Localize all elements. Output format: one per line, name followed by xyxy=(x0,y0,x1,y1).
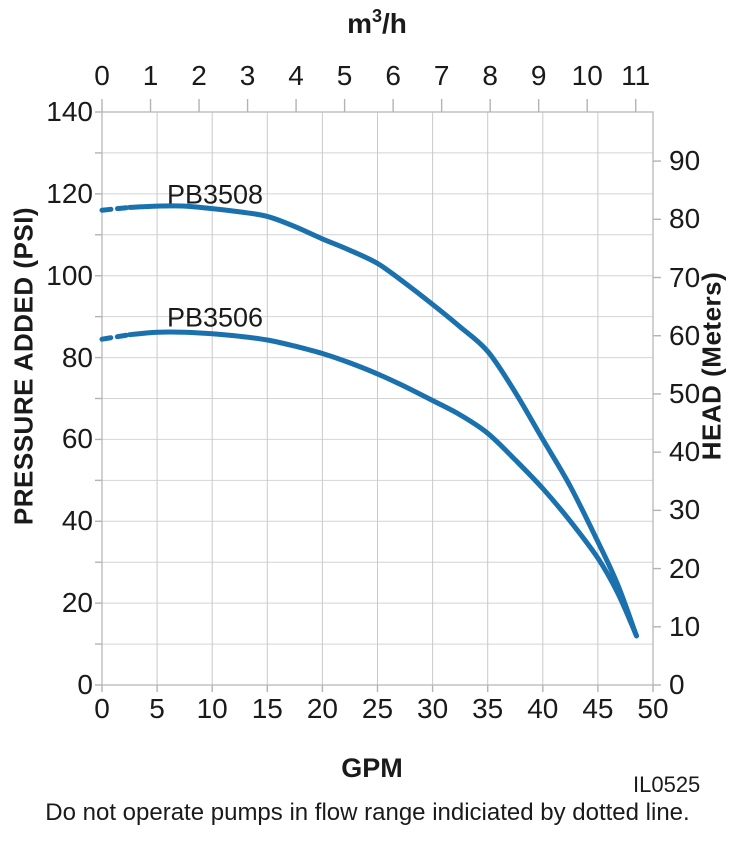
top-tick-label-8: 8 xyxy=(482,60,498,91)
bottom-tick-label-40: 40 xyxy=(527,693,559,724)
top-tick-label-2: 2 xyxy=(191,60,207,91)
right-tick-label-0: 0 xyxy=(669,669,685,700)
left-tick-label-80: 80 xyxy=(61,341,93,373)
top-tick-label-1: 1 xyxy=(142,60,159,91)
top-tick-label-7: 7 xyxy=(433,60,450,91)
left-tick-label-60: 60 xyxy=(61,423,93,455)
figure-id: IL0525 xyxy=(633,772,701,797)
bottom-tick-label-35: 35 xyxy=(472,693,504,724)
top-tick-label-6: 6 xyxy=(385,60,401,91)
bottom-tick-label-50: 50 xyxy=(637,693,669,724)
top-axis-title: m3/h xyxy=(347,6,407,40)
top-axis-title-base: m xyxy=(347,8,372,39)
top-tick-label-4: 4 xyxy=(288,60,304,91)
curve-label-pb3506: PB3506 xyxy=(166,302,264,333)
top-tick-label-11: 11 xyxy=(621,60,651,91)
right-tick-label-20: 20 xyxy=(669,552,701,584)
caption-note: Do not operate pumps in flow range indic… xyxy=(45,799,690,826)
curve-label-pb3508: PB3508 xyxy=(166,179,264,210)
top-axis-title-rest: /h xyxy=(382,8,407,39)
right-tick-label-40: 40 xyxy=(669,436,701,468)
top-tick-label-5: 5 xyxy=(336,60,353,91)
bottom-tick-label-10: 10 xyxy=(196,693,228,724)
bottom-axis-title: GPM xyxy=(341,753,403,783)
right-tick-label-70: 70 xyxy=(669,261,701,293)
left-tick-label-100: 100 xyxy=(46,259,93,291)
bottom-tick-label-5: 5 xyxy=(149,693,165,724)
right-tick-label-80: 80 xyxy=(669,203,701,235)
left-tick-label-140: 140 xyxy=(46,96,93,127)
curve-pb3506-dotted xyxy=(99,332,133,342)
left-axis-title: PRESSURE ADDED (PSI) xyxy=(8,206,39,526)
left-tick-label-40: 40 xyxy=(61,505,93,537)
right-tick-label-90: 90 xyxy=(669,145,701,177)
curve-pb3506 xyxy=(127,329,639,639)
left-tick-label-20: 20 xyxy=(61,587,93,619)
right-tick-label-60: 60 xyxy=(669,319,701,351)
left-tick-label-120: 120 xyxy=(46,177,93,209)
bottom-tick-label-25: 25 xyxy=(361,693,394,724)
right-axis-title: HEAD (Meters) xyxy=(696,271,727,461)
bottom-tick-label-15: 15 xyxy=(251,693,283,724)
bottom-tick-label-0: 0 xyxy=(94,693,110,724)
right-tick-label-10: 10 xyxy=(669,610,701,642)
top-tick-label-0: 0 xyxy=(94,60,110,91)
right-tick-label-30: 30 xyxy=(669,494,701,526)
top-axis-title-superscript: 3 xyxy=(372,6,383,26)
bottom-tick-label-20: 20 xyxy=(306,693,338,724)
left-tick-label-0: 0 xyxy=(77,669,93,700)
bottom-tick-label-30: 30 xyxy=(417,693,449,724)
top-tick-label-3: 3 xyxy=(239,60,256,91)
curve-pb3508-dotted xyxy=(99,204,133,213)
curve-pb3508 xyxy=(127,203,639,639)
top-tick-label-9: 9 xyxy=(530,60,547,91)
right-tick-label-50: 50 xyxy=(669,377,701,409)
top-tick-label-10: 10 xyxy=(571,60,603,91)
bottom-tick-label-45: 45 xyxy=(582,693,614,724)
